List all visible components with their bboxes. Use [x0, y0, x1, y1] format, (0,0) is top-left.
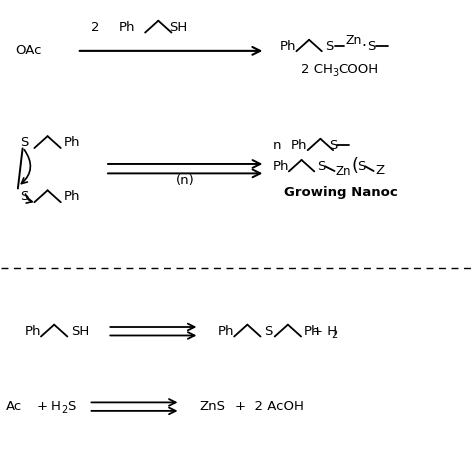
Text: Ph: Ph [119, 21, 136, 34]
Text: S: S [20, 191, 28, 203]
Text: + H: + H [312, 325, 337, 338]
Text: Z: Z [375, 164, 384, 177]
Text: (: ( [352, 157, 358, 175]
Text: S: S [329, 138, 337, 152]
Text: Growing Nanoc: Growing Nanoc [284, 186, 398, 199]
Text: S: S [20, 136, 28, 149]
Text: S: S [317, 160, 326, 173]
Text: +: + [36, 400, 48, 413]
Text: ·: · [362, 39, 367, 54]
Text: Ph: Ph [273, 160, 289, 173]
Text: S: S [367, 40, 375, 53]
Text: H: H [51, 400, 61, 413]
Text: Ph: Ph [304, 325, 320, 338]
Text: Ph: Ph [64, 136, 80, 149]
Text: SH: SH [71, 325, 90, 338]
Text: Ph: Ph [218, 325, 235, 338]
Text: SH: SH [169, 21, 187, 34]
Text: Zn: Zn [336, 165, 351, 179]
Text: Ph: Ph [291, 138, 308, 152]
Text: (n): (n) [176, 174, 194, 187]
Text: ZnS: ZnS [199, 400, 225, 413]
Text: 2: 2 [61, 405, 67, 415]
Text: 2: 2 [91, 21, 100, 34]
Text: Ph: Ph [25, 325, 41, 338]
Text: Ac: Ac [6, 400, 22, 413]
Text: n: n [273, 138, 281, 152]
Text: Zn: Zn [346, 34, 362, 47]
Text: 2 CH: 2 CH [301, 63, 332, 76]
Text: 3: 3 [333, 68, 339, 79]
Text: +  2 AcOH: + 2 AcOH [235, 400, 303, 413]
Text: OAc: OAc [16, 45, 42, 57]
Text: Ph: Ph [279, 40, 296, 53]
Text: 2: 2 [331, 330, 337, 340]
Text: Ph: Ph [64, 191, 80, 203]
Text: S: S [326, 40, 334, 53]
Text: S: S [67, 400, 76, 413]
Text: COOH: COOH [338, 63, 378, 76]
Text: S: S [357, 160, 365, 173]
Text: S: S [264, 325, 272, 338]
